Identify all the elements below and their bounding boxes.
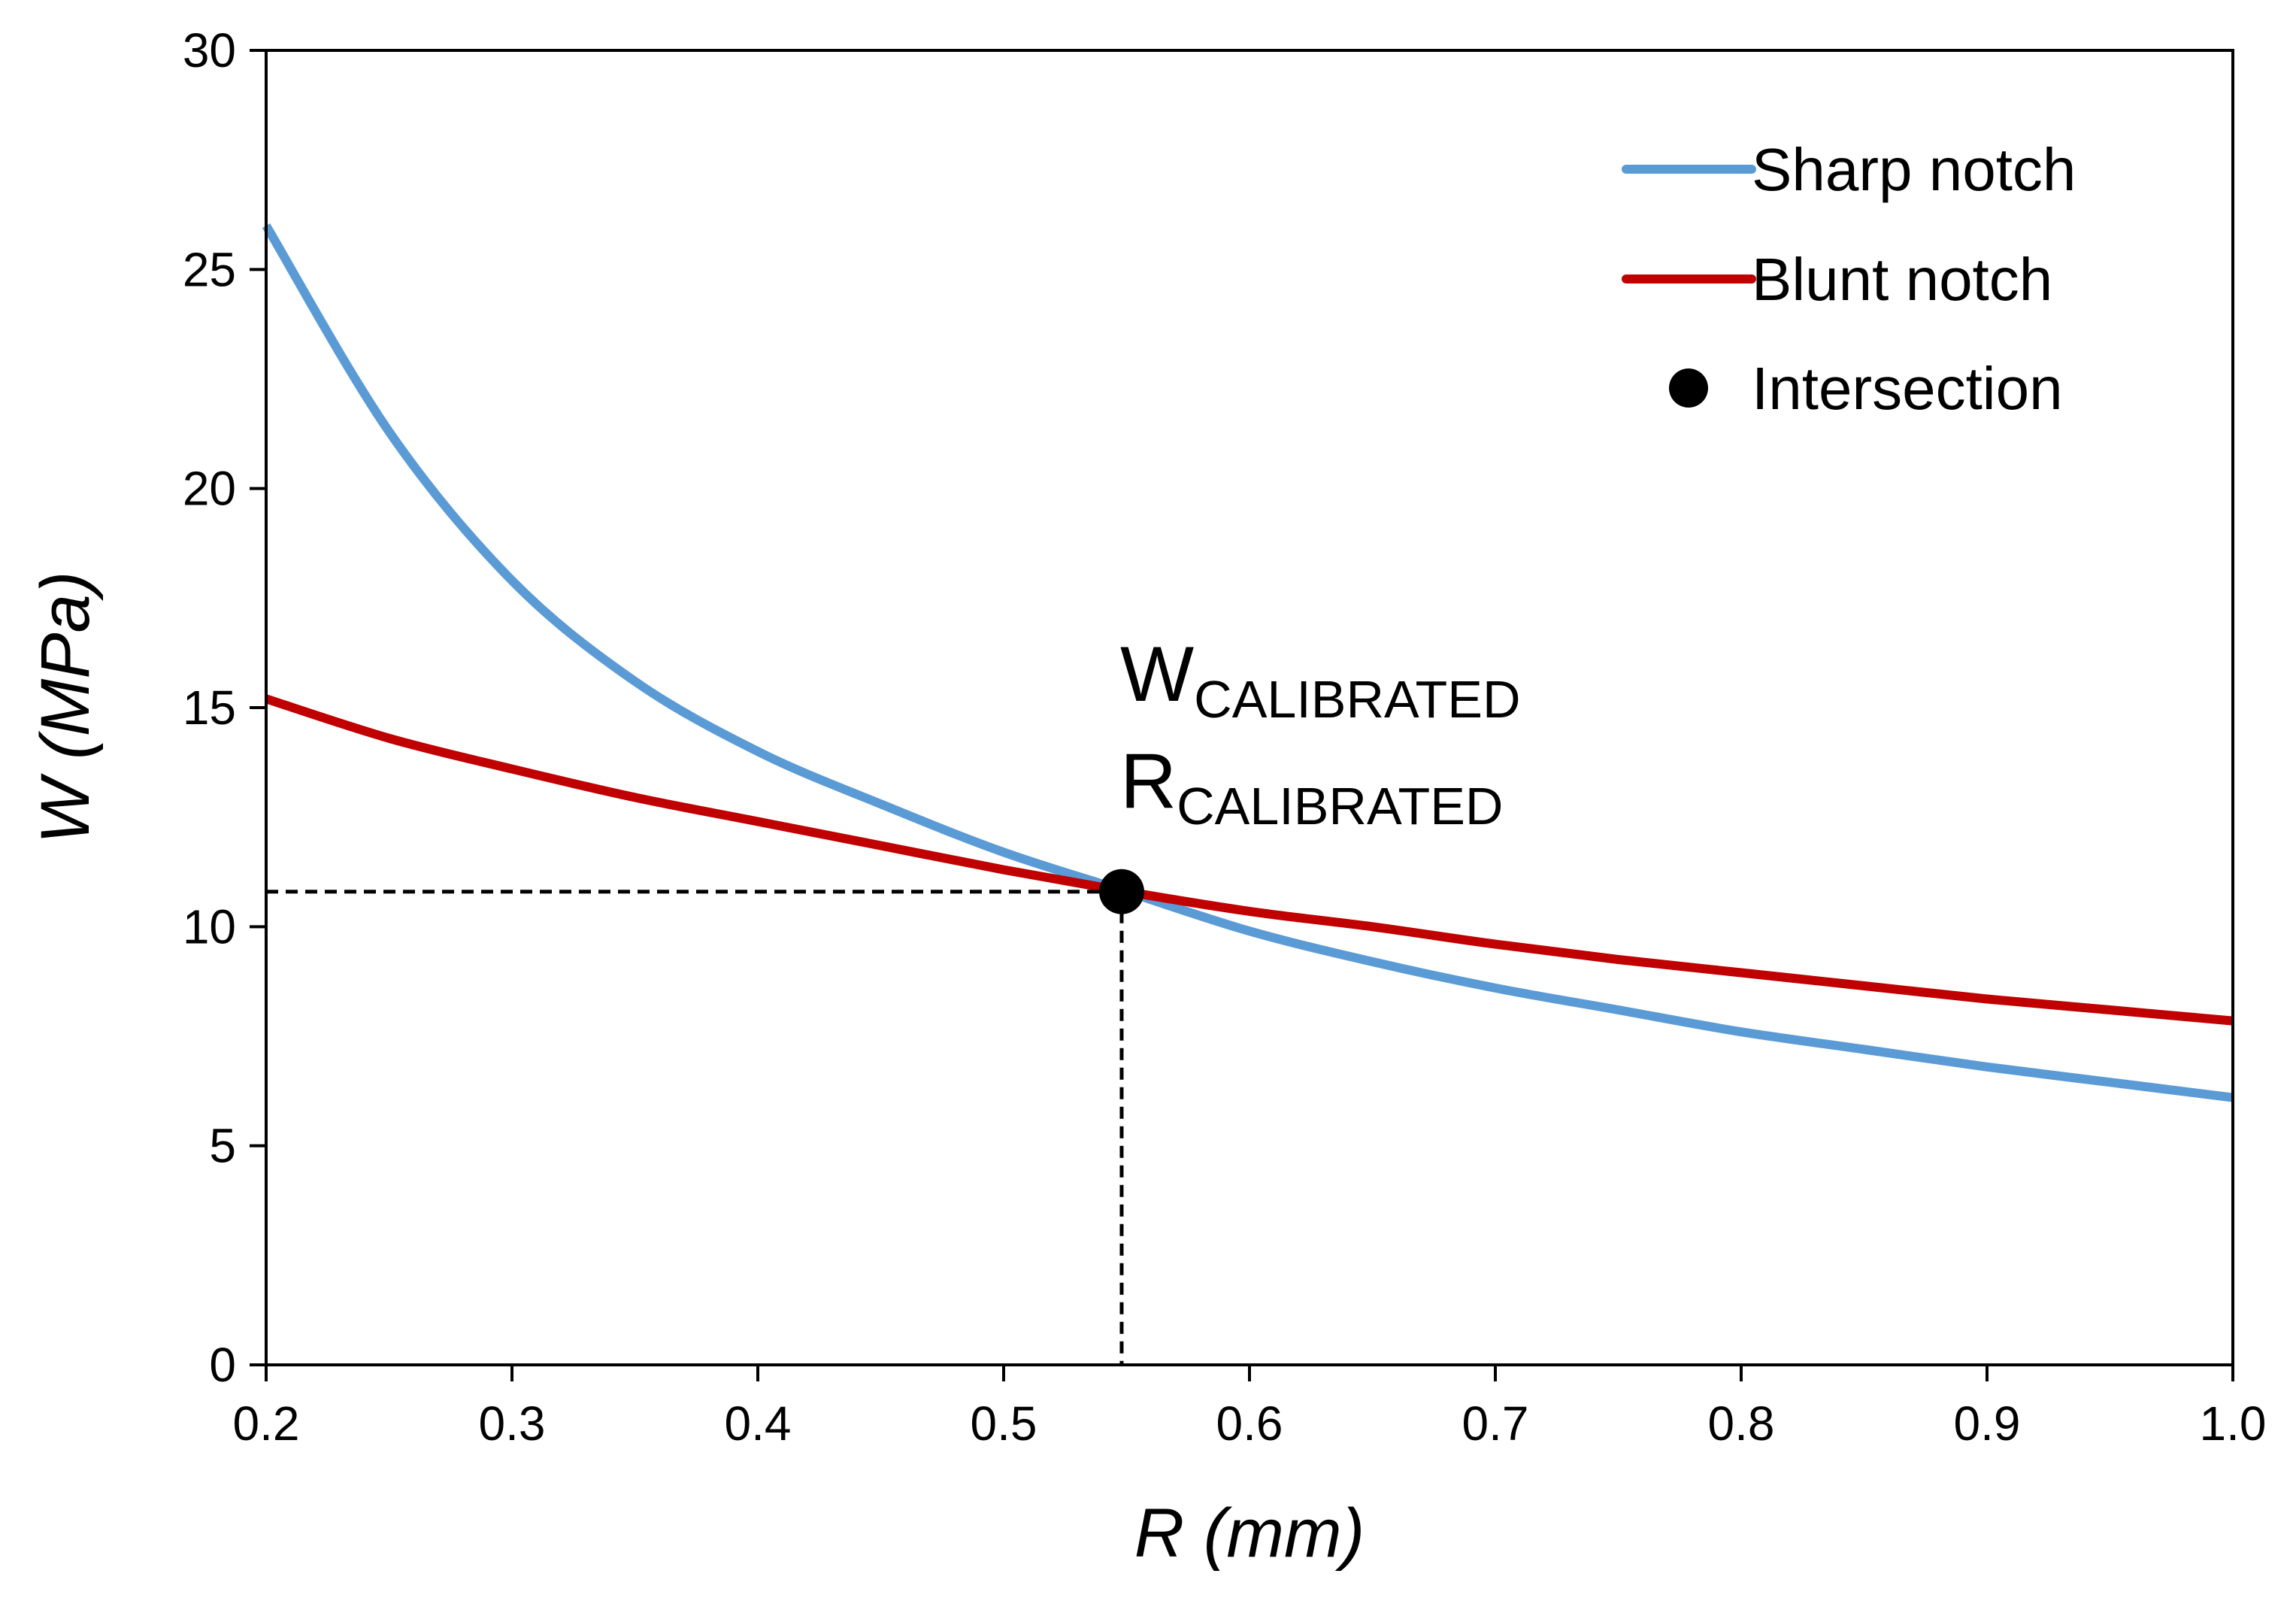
y-tick-label: 10 xyxy=(183,899,236,954)
y-tick-label: 0 xyxy=(209,1338,236,1392)
annotation-r-calibrated: RCALIBRATED xyxy=(1120,738,1503,835)
intersection-guides xyxy=(266,890,1124,1365)
x-tick-label: 0.2 xyxy=(233,1396,300,1451)
x-tick-label: 0.8 xyxy=(1708,1396,1775,1451)
x-tick-label: 0.7 xyxy=(1462,1396,1529,1451)
y-tick-label: 5 xyxy=(209,1119,236,1173)
series-line-blunt-notch xyxy=(265,694,2234,1026)
annotation-r-main: R xyxy=(1120,738,1177,825)
intersection-layer xyxy=(1098,869,1144,914)
y-tick-label: 20 xyxy=(183,462,236,516)
y-axis-title: W (MPa) xyxy=(27,572,104,844)
legend-label-intersection: Intersection xyxy=(1752,355,2063,422)
legend: Sharp notch Blunt notch Intersection xyxy=(1622,136,2076,422)
y-tick-label: 30 xyxy=(183,23,236,77)
legend-label-sharp-notch: Sharp notch xyxy=(1752,136,2076,203)
annotation-w-main: W xyxy=(1120,631,1194,718)
x-tick-label: 0.4 xyxy=(725,1396,792,1451)
series-line-sharp-notch xyxy=(262,223,2234,1102)
annotation-r-sub: CALIBRATED xyxy=(1177,777,1503,835)
y-tick-label: 15 xyxy=(183,681,236,735)
x-axis-title: R (mm) xyxy=(1134,1495,1365,1572)
x-tick-label: 0.9 xyxy=(1954,1396,2021,1451)
annotation-w-calibrated: WCALIBRATED xyxy=(1120,631,1521,729)
annotation-w-sub: CALIBRATED xyxy=(1194,670,1520,729)
intersection-point xyxy=(1098,869,1144,914)
x-tick-label: 0.6 xyxy=(1216,1396,1283,1451)
x-tick-label: 0.3 xyxy=(479,1396,546,1451)
legend-label-blunt-notch: Blunt notch xyxy=(1752,246,2052,313)
x-tick-label: 0.5 xyxy=(971,1396,1037,1451)
y-tick-label: 25 xyxy=(183,242,236,296)
x-tick-label: 1.0 xyxy=(2200,1396,2267,1451)
legend-marker-intersection xyxy=(1669,368,1708,408)
axis-ticks: 0.2 0.3 0.4 0.5 0.6 0.7 0.8 0.9 1.0 0 5 10 15 20 25 30 xyxy=(183,23,2267,1451)
plot-series-layer xyxy=(262,223,2234,1102)
